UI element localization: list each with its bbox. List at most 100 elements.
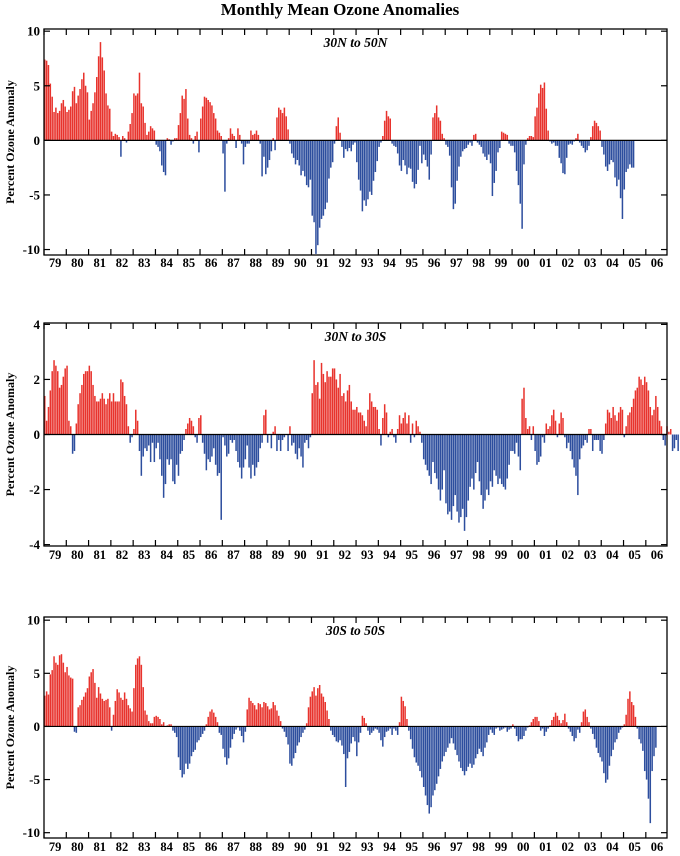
bar [60,103,63,141]
bar [534,116,536,141]
bar [508,726,510,730]
bar [523,140,525,165]
bar [428,726,431,814]
bar [328,376,330,435]
bar [616,420,618,435]
bar [552,716,555,727]
bar [211,434,213,457]
bar [166,138,169,141]
bar [580,140,583,146]
bar [584,140,587,153]
bar [227,138,230,141]
bar [268,709,271,727]
bar [138,72,141,141]
bar [330,140,332,168]
bar [112,136,115,141]
x-tick-label: 02 [562,548,575,562]
bar [224,434,226,446]
bar [226,140,228,144]
bar [521,398,523,435]
bar [233,726,235,734]
bar [239,726,241,731]
bar [278,434,280,441]
bar [235,140,237,148]
bar [103,700,105,727]
bar [110,131,113,141]
bar [612,406,614,435]
bar [326,371,328,435]
bar [200,118,202,141]
bar [45,420,48,435]
x-tick-label: 97 [450,548,463,562]
bar [331,726,334,735]
panel-title: 30N to 30S [324,329,387,344]
bar [554,712,557,727]
x-tick-label: 87 [227,548,240,562]
panel-2: 4 2 0 -2 -4 79 80 81 82 83 84 85 86 87 88 89 90 91 92 93 94 9… [3,317,680,562]
bar [255,130,258,141]
bar [122,382,124,435]
bar [614,415,616,435]
bar [120,140,122,157]
bar [396,726,399,735]
bar [203,96,206,141]
bar [424,140,427,161]
bar [608,412,611,435]
y-tick-label: -5 [29,772,40,787]
bar [649,726,652,824]
bar [304,434,306,443]
bar [627,415,629,435]
x-tick-label: 89 [272,840,285,854]
bar [662,434,665,441]
bar [642,726,644,751]
bar [547,428,549,435]
bar [396,428,399,435]
bar [105,699,107,727]
bar [133,428,135,435]
bar [313,360,315,435]
bar [422,726,425,787]
bar [97,401,100,435]
x-tick-label: 84 [160,548,173,562]
bar [289,140,291,144]
x-tick-label: 87 [227,256,240,270]
x-tick-label: 01 [539,256,552,270]
bar [263,415,265,435]
bar [621,140,624,219]
bar [480,726,483,752]
bar [367,726,369,731]
bar [214,716,217,727]
bar [617,412,620,435]
bar [519,434,522,471]
bar [307,707,310,727]
bar [103,398,105,435]
bar [155,715,157,727]
bar [534,434,536,452]
bar [480,434,483,496]
bar [177,125,180,141]
x-tick-label: 01 [539,548,552,562]
y-tick-label: 0 [34,133,41,148]
bar [569,140,572,144]
bar [330,726,332,731]
bar [404,140,406,166]
bar [97,687,100,727]
bar [172,434,174,482]
bar [90,672,92,727]
bar [250,130,252,141]
bar [296,726,299,746]
x-tick-label: 00 [517,548,530,562]
bar [415,140,418,185]
bar [471,434,473,479]
bar [599,130,601,141]
bar [370,401,373,435]
bar [597,726,600,753]
bar [623,434,626,438]
bar [461,726,464,772]
bar [400,696,403,727]
bar [595,122,598,141]
bar [339,726,341,741]
bar [367,140,369,200]
bar [92,669,94,727]
bar [335,726,338,742]
